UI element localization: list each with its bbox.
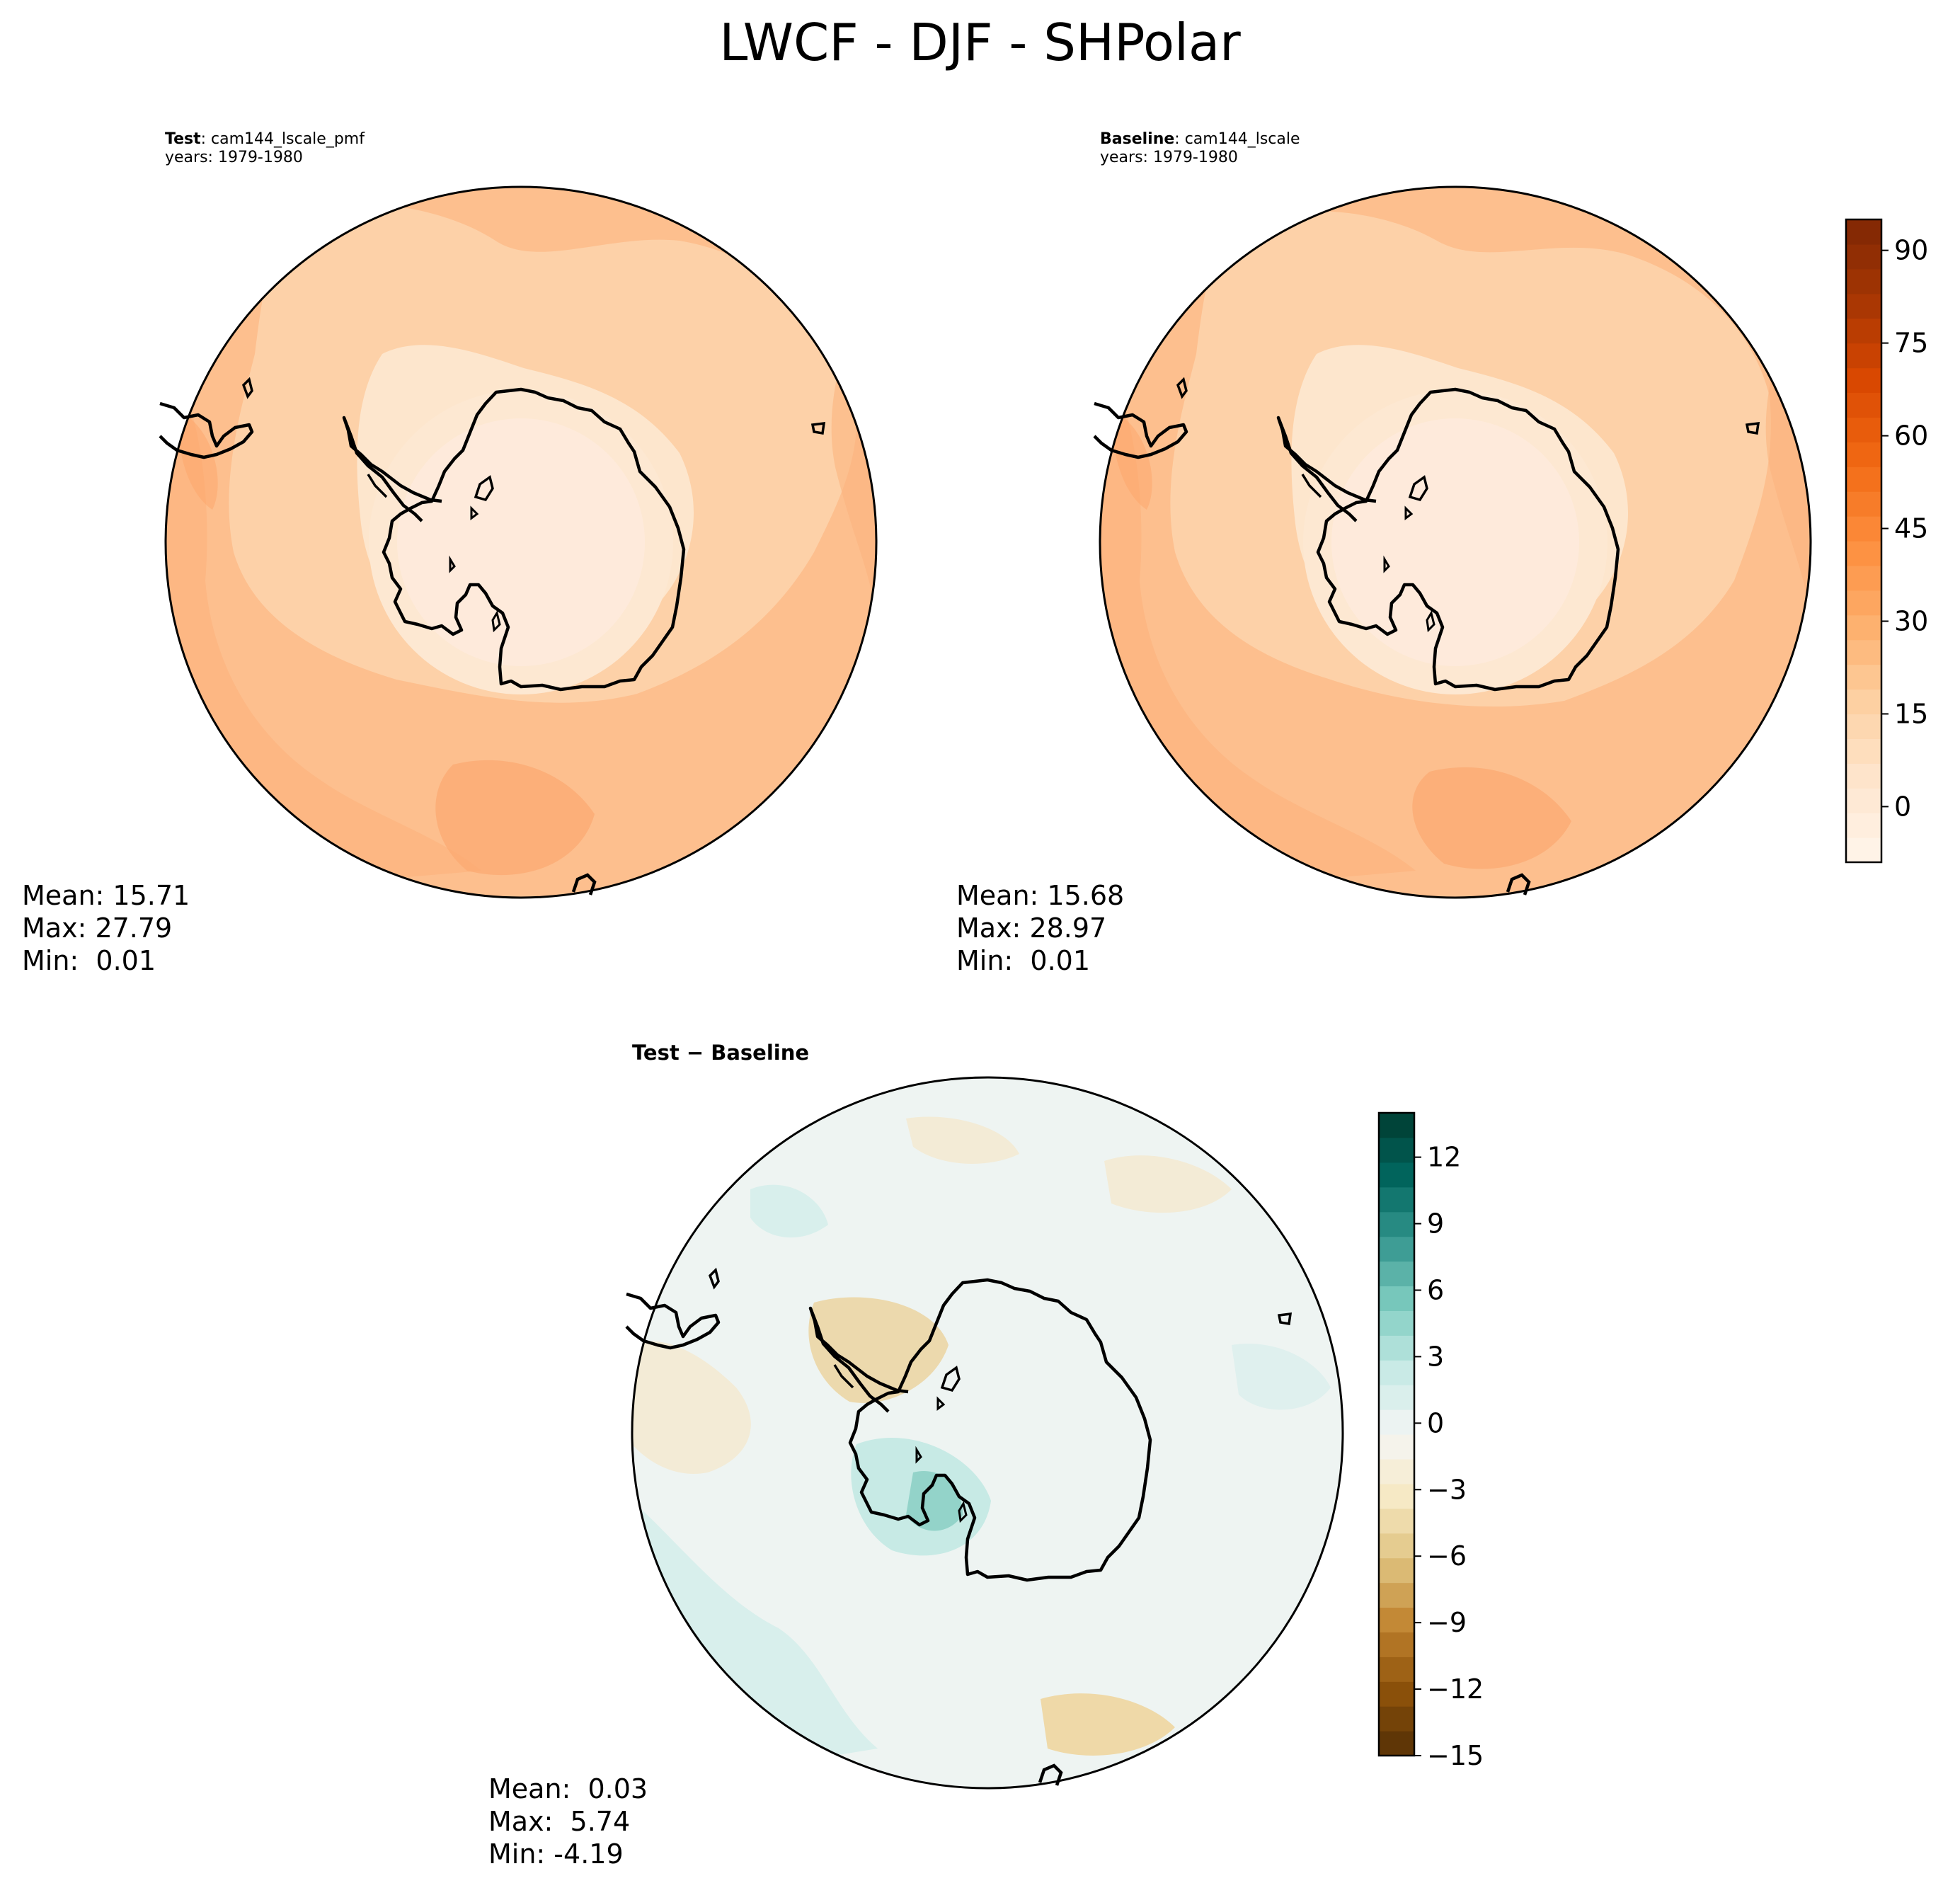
cbar-diff-tick-label: −9	[1427, 1607, 1467, 1638]
cbar-diff-step	[1379, 1162, 1414, 1188]
figure-title: LWCF - DJF - SHPolar	[719, 13, 1241, 72]
cbar-main-step	[1846, 293, 1881, 319]
cbar-main-step	[1846, 516, 1881, 542]
cbar-diff-step	[1379, 1557, 1414, 1584]
cbar-diff-tick-label: 9	[1427, 1208, 1444, 1240]
test-min: Min: 0.01	[22, 945, 156, 976]
cbar-diff-step	[1379, 1137, 1414, 1163]
cbar-diff-step	[1379, 1582, 1414, 1608]
cbar-diff-step	[1379, 1186, 1414, 1213]
cbar-main-step	[1846, 392, 1881, 418]
cbar-main-step	[1846, 219, 1881, 245]
cbar-diff-step	[1379, 1310, 1414, 1336]
cbar-diff-tick-label: 12	[1427, 1142, 1461, 1173]
diff-colorbar: 12 9 6 3 0 −3 −6 −9 −12 −15	[1377, 1111, 1484, 1771]
baseline-map	[1094, 185, 1812, 899]
test-map	[160, 185, 878, 899]
cbar-diff-step	[1379, 1113, 1414, 1138]
cbar-main-tick-label: 45	[1894, 513, 1928, 544]
cbar-diff-tick-label: −15	[1427, 1740, 1484, 1771]
cbar-diff-step	[1379, 1681, 1414, 1707]
cbar-main-step	[1846, 367, 1881, 394]
cbar-main-step	[1846, 639, 1881, 665]
cbar-main-step	[1846, 813, 1881, 838]
cbar-diff-tick-label: 0	[1427, 1407, 1444, 1438]
cbar-diff-tick-label: −12	[1427, 1674, 1484, 1705]
cbar-main-step	[1846, 664, 1881, 690]
cbar-diff-tick-label: −6	[1427, 1540, 1467, 1572]
diff-min: Min: -4.19	[488, 1838, 624, 1870]
cbar-diff-tick-label: −3	[1427, 1474, 1467, 1505]
cbar-diff-step	[1379, 1335, 1414, 1361]
cbar-main-tick-label: 90	[1894, 235, 1928, 266]
cbar-diff-tick-label: 6	[1427, 1274, 1444, 1305]
cbar-main-step	[1846, 244, 1881, 270]
cbar-main-step	[1846, 590, 1881, 616]
test-years: years: 1979-1980	[165, 149, 303, 166]
diff-max: Max: 5.74	[488, 1806, 631, 1837]
cbar-main-step	[1846, 689, 1881, 715]
test-label-bold: Test	[165, 130, 201, 148]
cbar-diff-step	[1379, 1706, 1414, 1732]
cbar-main-step	[1846, 417, 1881, 442]
test-mean: Mean: 15.71	[22, 880, 190, 911]
test-stats: Mean: 15.71 Max: 27.79 Min: 0.01	[22, 879, 190, 977]
cbar-diff-tick-label: 3	[1427, 1341, 1444, 1372]
test-max: Max: 27.79	[22, 912, 173, 944]
cbar-main-tick-label: 0	[1894, 791, 1911, 822]
baseline-panel-label: Baseline: cam144_lscale years: 1979-1980	[1100, 130, 1300, 167]
baseline-label-case: : cam144_lscale	[1174, 130, 1300, 148]
cbar-diff-step	[1379, 1731, 1414, 1756]
cbar-main-tick-label: 60	[1894, 420, 1928, 452]
cbar-main-step	[1846, 541, 1881, 566]
cbar-main-step	[1846, 467, 1881, 492]
cbar-diff-step	[1379, 1286, 1414, 1311]
cbar-main-step	[1846, 491, 1881, 517]
cbar-diff-step	[1379, 1261, 1414, 1287]
cbar-main-step	[1846, 268, 1881, 294]
baseline-min: Min: 0.01	[956, 945, 1090, 976]
cbar-main-tick-label: 30	[1894, 606, 1928, 637]
cbar-diff-step	[1379, 1385, 1414, 1410]
cbar-diff-step	[1379, 1458, 1414, 1484]
cbar-diff-step	[1379, 1236, 1414, 1262]
cbar-main-frame	[1845, 218, 1883, 864]
cbar-main-step	[1846, 738, 1881, 764]
diff-stats: Mean: 0.03 Max: 5.74 Min: -4.19	[488, 1773, 648, 1870]
cbar-main-step	[1846, 565, 1881, 591]
cbar-diff-step	[1379, 1360, 1414, 1385]
cbar-main-tick-label: 15	[1894, 698, 1928, 729]
cbar-main-step	[1846, 343, 1881, 369]
baseline-mean: Mean: 15.68	[956, 880, 1125, 911]
cbar-main-step	[1846, 614, 1881, 641]
cbar-main-step	[1846, 714, 1881, 739]
cbar-main-step	[1846, 442, 1881, 467]
diff-panel-label: Test − Baseline	[632, 1041, 810, 1065]
cbar-diff-step	[1379, 1508, 1414, 1534]
cbar-diff-step	[1379, 1657, 1414, 1682]
cbar-main-tick-label: 75	[1894, 328, 1928, 359]
cbar-diff-step	[1379, 1607, 1414, 1632]
diff-mean: Mean: 0.03	[488, 1773, 648, 1804]
baseline-label-bold: Baseline	[1100, 130, 1175, 148]
test-panel-label: Test: cam144_lscale_pmf years: 1979-1980	[165, 130, 365, 167]
baseline-max: Max: 28.97	[956, 912, 1107, 944]
baseline-years: years: 1979-1980	[1100, 149, 1238, 166]
cbar-diff-step	[1379, 1632, 1414, 1657]
cbar-diff-step	[1379, 1211, 1414, 1237]
cbar-diff-step	[1379, 1434, 1414, 1460]
cbar-diff-step	[1379, 1483, 1414, 1509]
cbar-diff-step	[1379, 1533, 1414, 1559]
cbar-diff-frame	[1377, 1111, 1416, 1757]
baseline-stats: Mean: 15.68 Max: 28.97 Min: 0.01	[956, 879, 1124, 977]
cbar-diff-step	[1379, 1409, 1414, 1435]
cbar-main-step	[1846, 788, 1881, 813]
cbar-main-step	[1846, 763, 1881, 789]
cbar-main-step	[1846, 318, 1881, 344]
main-colorbar: 0 15 30 45 60 75 90	[1845, 218, 1928, 864]
diff-map	[626, 1076, 1344, 1790]
cbar-main-step	[1846, 837, 1881, 863]
test-label-case: : cam144_lscale_pmf	[200, 130, 365, 148]
